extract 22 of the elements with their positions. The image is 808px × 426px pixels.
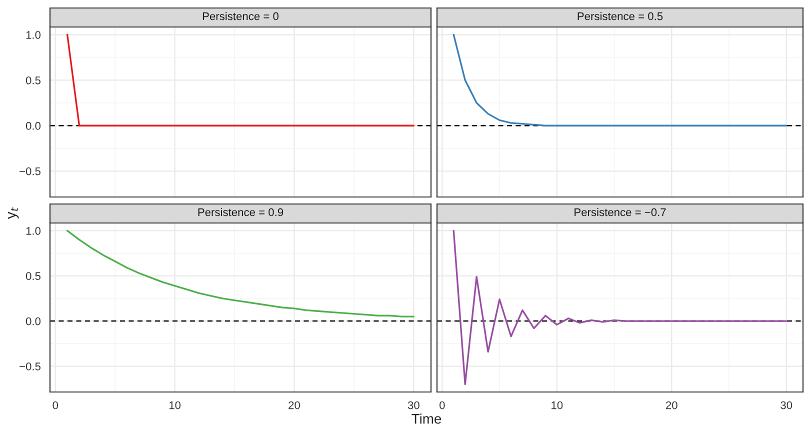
- x-axis-title: Time: [412, 414, 442, 424]
- x-tick-label: 20: [288, 401, 300, 410]
- y-tick-label: 0.5: [26, 272, 41, 280]
- x-tick-label: 10: [169, 401, 181, 410]
- chart-title: Persistence = 0.9: [198, 208, 284, 216]
- x-tick-label: 10: [552, 401, 563, 410]
- x-tick-label: 20: [666, 401, 678, 410]
- x-tick-label: 0: [440, 401, 445, 410]
- y-tick-label: 0.5: [26, 76, 41, 84]
- y-tick-label: 0.0: [26, 317, 41, 326]
- y-tick-label: −0.5: [20, 362, 41, 370]
- x-tick-label: 0: [52, 401, 58, 410]
- x-tick-label: 30: [780, 401, 792, 410]
- y-axis-title: y$_{t}$: [8, 207, 19, 219]
- y-tick-label: 1.0: [26, 226, 41, 235]
- chart-title: Persistence = 0.5: [578, 12, 663, 20]
- chart-title: Persistence = 0: [202, 12, 279, 20]
- y-tick-label: −0.5: [20, 167, 41, 176]
- x-tick-label: 30: [408, 401, 420, 410]
- y-tick-label: 1.0: [26, 30, 41, 39]
- chart-title: Persistence = −0.7: [574, 208, 666, 216]
- y-tick-label: 0.0: [26, 122, 41, 130]
